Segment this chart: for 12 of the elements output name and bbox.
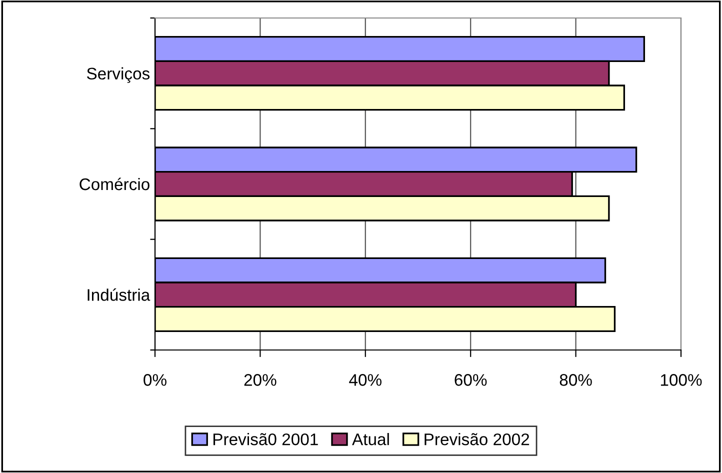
x-tick-label: 80% <box>560 374 592 386</box>
x-tick-label: 100% <box>660 374 702 386</box>
y-tick-label: Comércio <box>80 178 150 190</box>
y-tick-label: Serviços <box>86 67 150 83</box>
x-tick-label: 20% <box>244 374 276 386</box>
legend-label: Atual <box>352 433 389 446</box>
legend-label: Previsã0 2001 <box>213 433 318 446</box>
legend-label: Previsão 2002 <box>424 433 530 446</box>
x-tick-label: 60% <box>454 374 487 386</box>
y-tick-label: Indústria <box>88 288 150 301</box>
x-tick-label: 40% <box>349 374 382 386</box>
x-tick-label: 0% <box>144 374 166 386</box>
